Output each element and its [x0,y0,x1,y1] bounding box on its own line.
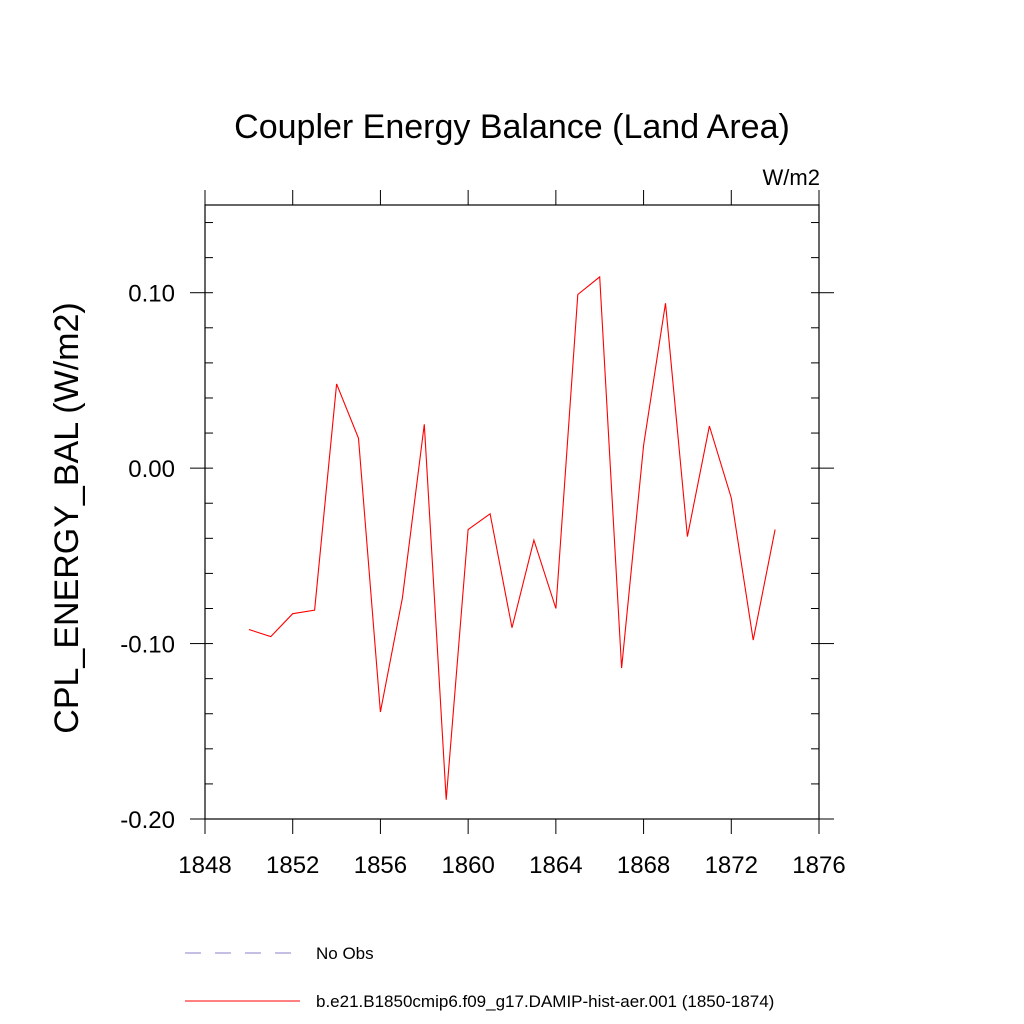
data-point [423,423,426,426]
data-point [511,626,514,629]
x-tick-label: 1860 [441,852,494,879]
legend: No Obs b.e21.B1850cmip6.f09_g17.DAMIP-his… [185,944,774,1011]
data-point [489,512,492,515]
x-tick-label: 1852 [266,852,319,879]
legend-label: No Obs [316,944,374,963]
series-line [248,275,776,800]
data-point [554,607,557,610]
x-tick-label: 1856 [354,852,407,879]
x-tick-label: 1864 [529,852,582,879]
axis-ticks [190,190,834,834]
legend-label: b.e21.B1850cmip6.f09_g17.DAMIP-hist-aer.… [316,992,774,1011]
y-tick-label: 0.10 [128,281,175,308]
y-tick-label: -0.20 [120,807,175,834]
x-tick-label: 1872 [705,852,758,879]
x-tick-label: 1848 [178,852,231,879]
x-tick-label: 1868 [617,852,670,879]
y-axis-label: CPL_ENERGY_BAL (W/m2) [48,302,86,733]
data-point [620,667,623,670]
data-point [774,528,777,531]
data-point [291,612,294,615]
data-point [335,382,338,385]
plot-frame [204,204,820,820]
data-point [379,710,382,713]
data-point [642,444,645,447]
data-point [532,539,535,542]
data-point [247,628,250,631]
data-point [269,635,272,638]
data-point [401,596,404,599]
data-point [313,609,316,612]
data-point [708,425,711,428]
units-label: W/m2 [763,165,820,190]
data-point [752,639,755,642]
data-point [576,293,579,296]
tick-labels: 1848 1852 1856 1860 1864 1868 1872 1876 -0.20 -0.… [120,281,845,879]
data-point [445,798,448,801]
x-tick-label: 1876 [792,852,845,879]
data-point [357,437,360,440]
y-tick-label: 0.00 [128,456,175,483]
data-point [467,528,470,531]
chart-title: Coupler Energy Balance (Land Area) [234,108,790,146]
data-series [247,275,777,801]
data-point [664,302,667,305]
y-tick-label: -0.10 [120,632,175,659]
data-point [686,535,689,538]
data-point [598,275,601,278]
data-point [730,496,733,499]
